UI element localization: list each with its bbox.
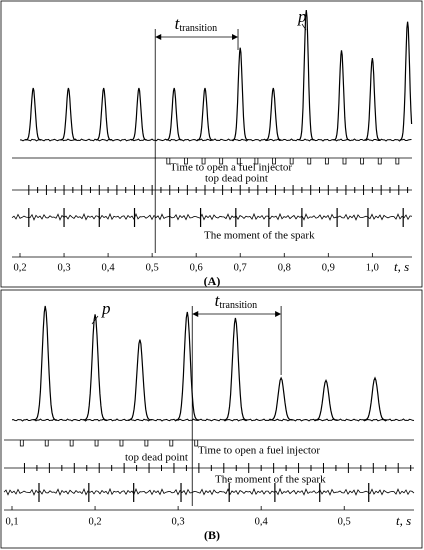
x-tick-label: 0,9	[322, 262, 335, 273]
trace-baseline	[19, 138, 412, 142]
pressure-label: p	[297, 7, 307, 26]
pressure-peak	[333, 50, 350, 141]
panel-frame	[0, 289, 423, 549]
injector-pulse	[144, 440, 149, 447]
panel-label: (B)	[204, 528, 220, 542]
injector-pulse	[44, 440, 49, 447]
panel-label: (A)	[204, 274, 221, 288]
pressure-peak	[197, 87, 213, 141]
pressure-peak	[223, 317, 248, 421]
injector-pulse	[19, 440, 24, 447]
pressure-leader	[301, 23, 307, 31]
injector-pulse	[194, 440, 199, 447]
transition-subscript: transition	[219, 300, 257, 311]
annotation-spark: The moment of the spark	[215, 474, 326, 486]
pressure-peak	[25, 87, 42, 141]
pressure-peak	[364, 58, 381, 141]
pressure-peak	[130, 87, 147, 141]
x-tick-label: 0,4	[102, 262, 116, 273]
annotation-injector: Time to open a fuel injector	[170, 162, 292, 174]
annotation-spark: The moment of the spark	[204, 230, 315, 242]
injector-pulse	[94, 440, 99, 447]
pressure-label: p	[101, 299, 111, 318]
x-tick-label: 0,8	[278, 262, 291, 273]
injector-pulse	[377, 158, 382, 165]
injector-pulse	[69, 440, 74, 447]
pressure-peak	[95, 87, 112, 141]
annotation-tdc: top dead point	[125, 452, 188, 464]
pressure-peak	[232, 47, 249, 141]
injector-pulse	[360, 158, 365, 165]
annotation-injector: Time to open a fuel injector	[198, 445, 320, 457]
injector-pulse	[169, 440, 174, 447]
pressure-peak	[314, 378, 338, 421]
x-tick-label: 0,4	[255, 516, 269, 527]
x-axis-label: t, s	[394, 259, 409, 274]
x-tick-label: 0,2	[88, 516, 101, 527]
x-tick-label: 0,2	[13, 262, 26, 273]
injector-pulse	[324, 158, 329, 165]
x-tick-label: 0,3	[172, 516, 185, 527]
pressure-peak	[298, 9, 315, 141]
pressure-peak	[83, 314, 107, 421]
pressure-peak	[60, 87, 77, 141]
pressure-peak	[128, 339, 152, 421]
pressure-leader	[91, 315, 99, 325]
injector-pulse	[342, 158, 347, 165]
injector-pulse	[201, 158, 206, 165]
pressure-peak	[363, 376, 387, 421]
x-tick-label: 1,0	[366, 262, 379, 273]
x-tick-label: 0,3	[57, 262, 70, 273]
x-tick-label: 0,1	[5, 516, 18, 527]
injector-pulse	[236, 158, 241, 165]
x-tick-label: 0,7	[234, 262, 247, 273]
injector-pulse	[307, 158, 312, 165]
trace-baseline	[11, 418, 415, 422]
injector-pulse	[219, 158, 224, 165]
injector-pulse	[395, 158, 400, 165]
pressure-peak	[269, 376, 293, 421]
panel-frame	[0, 0, 423, 288]
pressure-peak	[166, 87, 183, 141]
spark-signal	[11, 212, 413, 221]
pressure-peak	[399, 21, 413, 141]
pressure-peak	[33, 305, 57, 421]
injector-pulse	[184, 158, 188, 165]
annotation-tdc: top dead point	[205, 173, 268, 185]
spark-signal	[3, 487, 415, 496]
injector-pulse	[289, 158, 294, 165]
injector-pulse	[254, 158, 259, 165]
injector-pulse	[272, 158, 276, 165]
pressure-peak	[265, 87, 282, 141]
x-tick-label: 0,5	[338, 516, 351, 527]
x-tick-label: 0,6	[190, 262, 203, 273]
transition-subscript: transition	[179, 23, 217, 34]
x-axis-label: t, s	[396, 513, 411, 528]
injector-pulse	[119, 440, 124, 447]
x-tick-label: 0,5	[146, 262, 159, 273]
pressure-peak	[175, 311, 199, 421]
injector-pulse	[166, 158, 171, 165]
